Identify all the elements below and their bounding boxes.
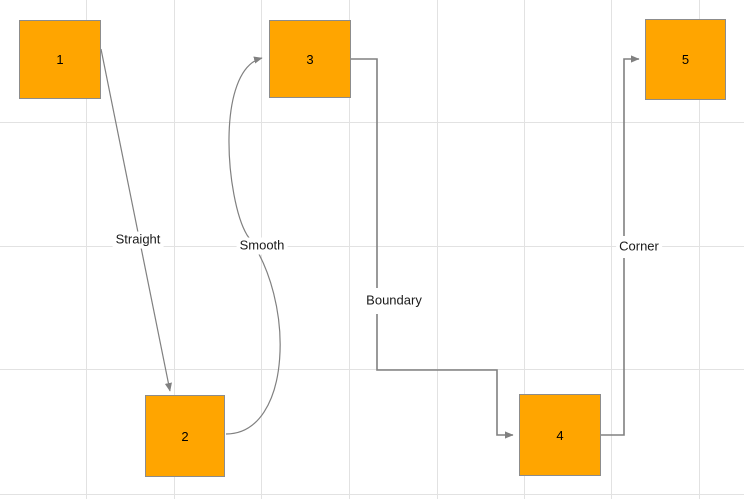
edge-smooth[interactable] [225,56,281,435]
node-1[interactable]: 1 [19,20,101,99]
edge-straight[interactable] [100,48,172,392]
node-4[interactable]: 4 [519,394,601,476]
edge-label-corner[interactable]: Corner [616,238,662,256]
node-label: 1 [56,52,64,67]
node-label: 3 [306,51,314,67]
node-label: 5 [681,52,690,67]
edge-label-boundary[interactable]: Boundary [363,292,425,310]
edge-boundary[interactable] [351,58,514,439]
node-label: 2 [181,428,189,444]
edge-label-smooth[interactable]: Smooth [236,237,288,255]
node-label: 4 [556,427,564,443]
edge-corner[interactable] [601,55,640,436]
node-2[interactable]: 2 [145,395,225,477]
edge-label-straight[interactable]: Straight [112,231,164,249]
node-3[interactable]: 3 [269,20,351,98]
node-5[interactable]: 5 [645,19,726,100]
